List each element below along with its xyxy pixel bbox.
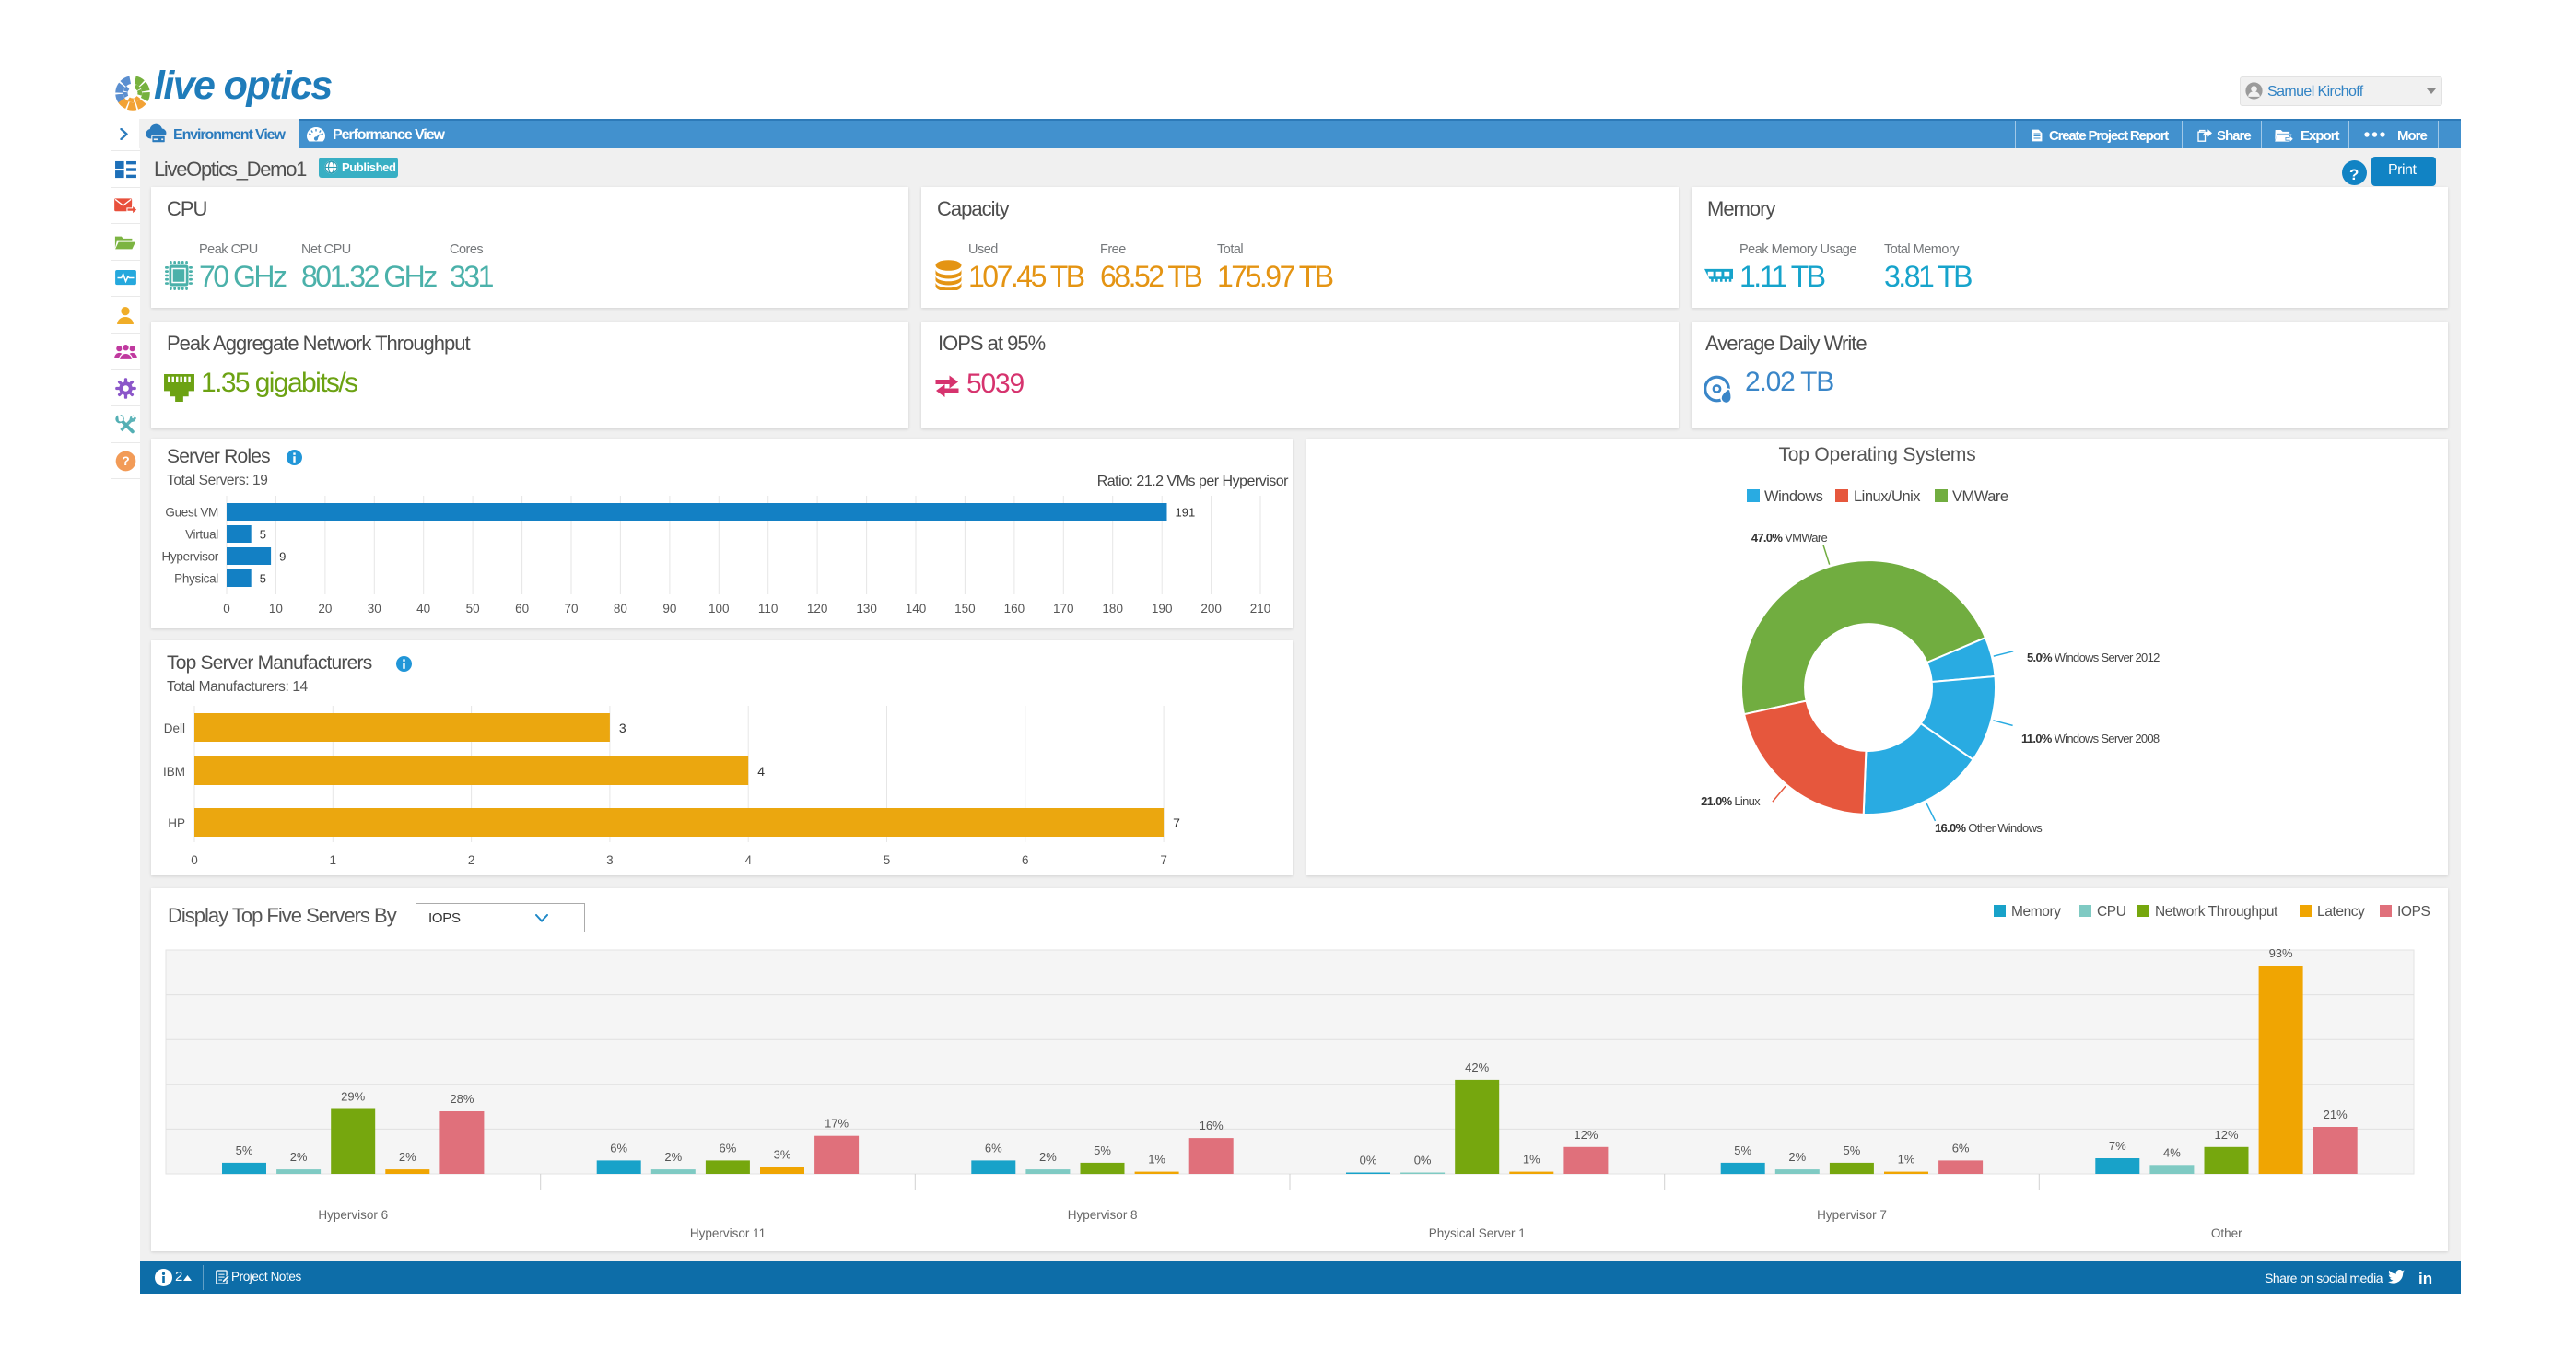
svg-text:150: 150: [954, 602, 976, 616]
svg-text:Hypervisor 8: Hypervisor 8: [1068, 1208, 1138, 1222]
svg-text:2: 2: [468, 853, 475, 867]
svg-text:Physical Server 1: Physical Server 1: [1429, 1226, 1526, 1240]
svg-text:100: 100: [708, 602, 730, 616]
svg-text:?: ?: [122, 453, 129, 468]
svg-text:42%: 42%: [1465, 1061, 1489, 1074]
svg-text:190: 190: [1152, 602, 1173, 616]
svg-text:1%: 1%: [1523, 1153, 1540, 1167]
svg-text:191: 191: [1176, 506, 1196, 520]
svg-text:0: 0: [223, 602, 230, 616]
svg-text:28%: 28%: [450, 1092, 474, 1106]
svg-text:5%: 5%: [1844, 1143, 1861, 1157]
svg-text:180: 180: [1102, 602, 1123, 616]
svg-text:5: 5: [260, 572, 266, 586]
svg-text:210: 210: [1250, 602, 1271, 616]
svg-text:12%: 12%: [2214, 1128, 2238, 1142]
svg-text:60: 60: [515, 602, 529, 616]
svg-text:Hypervisor 7: Hypervisor 7: [1817, 1208, 1887, 1222]
svg-text:6%: 6%: [720, 1141, 737, 1155]
svg-text:Dell: Dell: [164, 721, 185, 735]
svg-text:Guest VM: Guest VM: [165, 506, 218, 520]
svg-text:2%: 2%: [290, 1150, 308, 1164]
svg-text:40: 40: [416, 602, 430, 616]
svg-text:29%: 29%: [341, 1090, 365, 1104]
svg-text:5%: 5%: [1094, 1143, 1111, 1157]
svg-text:21%: 21%: [2324, 1108, 2348, 1121]
svg-text:Virtual: Virtual: [185, 528, 218, 542]
svg-text:160: 160: [1004, 602, 1025, 616]
svg-text:16%: 16%: [1200, 1119, 1224, 1132]
svg-text:3%: 3%: [774, 1148, 791, 1162]
svg-text:17%: 17%: [825, 1117, 849, 1131]
svg-text:2%: 2%: [1039, 1150, 1057, 1164]
svg-text:0%: 0%: [1360, 1154, 1377, 1167]
svg-text:90: 90: [662, 602, 676, 616]
svg-text:Hypervisor 11: Hypervisor 11: [690, 1226, 766, 1240]
svg-text:200: 200: [1200, 602, 1222, 616]
svg-text:10: 10: [269, 602, 283, 616]
svg-text:1: 1: [330, 853, 337, 867]
svg-text:170: 170: [1053, 602, 1074, 616]
svg-text:0: 0: [191, 853, 198, 867]
svg-text:9: 9: [279, 550, 286, 564]
svg-text:7%: 7%: [2109, 1139, 2126, 1153]
svg-text:Other: Other: [2211, 1226, 2242, 1240]
svg-text:Hypervisor 6: Hypervisor 6: [318, 1208, 388, 1222]
svg-text:7: 7: [1173, 815, 1180, 830]
svg-text:5: 5: [884, 853, 891, 867]
svg-text:30: 30: [368, 602, 381, 616]
svg-text:4%: 4%: [2163, 1145, 2181, 1159]
svg-text:1%: 1%: [1148, 1153, 1165, 1167]
svg-text:120: 120: [807, 602, 828, 616]
svg-text:4: 4: [744, 853, 752, 867]
svg-text:2%: 2%: [664, 1150, 682, 1164]
svg-text:12%: 12%: [1574, 1128, 1598, 1142]
svg-text:1%: 1%: [1898, 1153, 1915, 1167]
svg-text:6%: 6%: [610, 1141, 627, 1155]
svg-text:2%: 2%: [399, 1150, 416, 1164]
svg-text:6%: 6%: [985, 1141, 1002, 1155]
svg-text:130: 130: [856, 602, 877, 616]
svg-text:80: 80: [614, 602, 627, 616]
svg-text:5%: 5%: [236, 1143, 253, 1157]
svg-text:0%: 0%: [1414, 1154, 1432, 1167]
svg-text:2%: 2%: [1788, 1150, 1806, 1164]
svg-text:93%: 93%: [2269, 946, 2293, 960]
svg-text:110: 110: [758, 602, 779, 616]
svg-text:20: 20: [318, 602, 332, 616]
svg-text:5: 5: [260, 528, 266, 542]
svg-text:6%: 6%: [1952, 1141, 1970, 1155]
svg-text:3: 3: [606, 853, 614, 867]
svg-text:70: 70: [564, 602, 578, 616]
svg-text:7: 7: [1160, 853, 1167, 867]
svg-text:IBM: IBM: [163, 765, 185, 779]
svg-text:3: 3: [619, 721, 626, 735]
svg-text:6: 6: [1022, 853, 1029, 867]
svg-text:4: 4: [757, 764, 765, 779]
svg-text:HP: HP: [168, 816, 185, 830]
svg-text:140: 140: [906, 602, 927, 616]
svg-text:Physical: Physical: [174, 572, 218, 586]
svg-text:Hypervisor: Hypervisor: [161, 550, 218, 564]
svg-text:5%: 5%: [1734, 1143, 1751, 1157]
svg-text:50: 50: [466, 602, 480, 616]
